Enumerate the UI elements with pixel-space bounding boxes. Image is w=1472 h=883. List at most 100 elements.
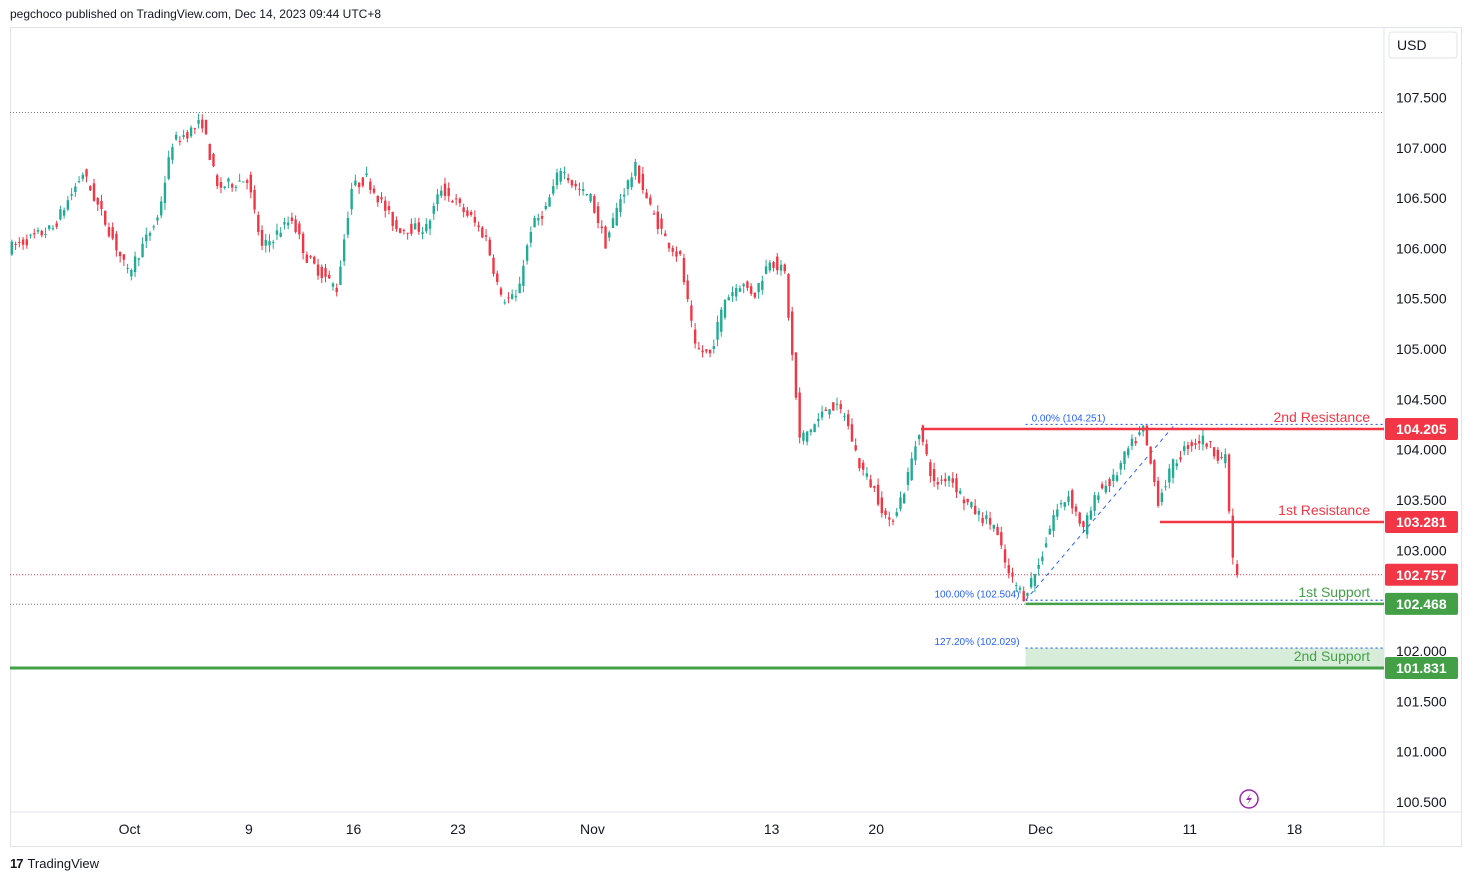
candle-body <box>746 281 749 288</box>
candle-body <box>858 458 861 469</box>
candle-body <box>555 172 559 186</box>
candle-body <box>145 234 148 242</box>
candle-down <box>951 472 954 488</box>
candle-up <box>283 217 286 230</box>
candle-up <box>227 177 230 189</box>
candle-up <box>514 289 518 302</box>
candle-body <box>1000 532 1003 546</box>
candle-up <box>1138 426 1141 437</box>
candle-body <box>40 230 43 236</box>
candle-body <box>940 479 943 481</box>
candle-body <box>873 486 876 488</box>
candle-body <box>548 197 551 207</box>
candle-body <box>776 256 779 271</box>
candle-down <box>1194 438 1197 450</box>
candle-up <box>716 315 719 347</box>
candle-down <box>929 459 932 483</box>
candle-up <box>977 508 981 522</box>
candle-down <box>839 400 842 414</box>
resistance-2-badge <box>1385 418 1458 441</box>
candle-body <box>496 273 499 283</box>
candle-down <box>1074 503 1078 517</box>
candle-body <box>380 197 383 200</box>
candle-body <box>634 162 637 176</box>
candle-body <box>1186 445 1190 449</box>
lightning-icon[interactable] <box>1239 789 1259 809</box>
candle-body <box>1026 592 1029 597</box>
time-tick-label: 13 <box>764 821 780 837</box>
candle-body <box>1011 572 1014 577</box>
candle-body <box>1179 457 1182 460</box>
candle-body <box>469 211 473 215</box>
time-tick-label: 9 <box>245 821 253 837</box>
candle-body <box>290 217 294 221</box>
candle-body <box>227 178 230 182</box>
candle-up <box>1141 425 1145 437</box>
candle-down <box>671 245 674 257</box>
candle-body <box>387 206 391 211</box>
candle-down <box>921 424 925 446</box>
candle-down <box>1003 544 1007 569</box>
chart-frame[interactable] <box>10 27 1462 847</box>
candle-down <box>940 475 943 485</box>
candle-down <box>410 218 413 237</box>
candle-body <box>1033 574 1037 586</box>
candle-body <box>701 350 704 353</box>
candle-up <box>552 179 555 196</box>
candle-body <box>1127 448 1130 456</box>
candle-down <box>402 228 406 235</box>
candle-down <box>492 254 495 277</box>
currency-button[interactable] <box>1388 31 1458 59</box>
candle-down <box>89 185 92 191</box>
horizontal-levels[interactable]: 2nd Resistance 1st Resistance 1st Support 2… <box>10 409 1384 670</box>
candle-down <box>1197 434 1201 451</box>
candle-down <box>380 192 383 203</box>
candle-body <box>212 154 215 167</box>
candle-body <box>787 274 790 318</box>
currency-label: USD <box>1397 37 1427 53</box>
candle-down <box>454 193 458 206</box>
candle-up <box>533 215 536 228</box>
candle-body <box>1007 565 1010 574</box>
candle-down <box>507 292 510 304</box>
candle-body <box>589 193 592 202</box>
candle-body <box>1074 506 1078 512</box>
candle-up <box>167 150 170 181</box>
candle-down <box>301 231 305 260</box>
tradingview-logo[interactable]: 17 TradingView <box>10 856 99 871</box>
candle-body <box>820 411 824 418</box>
candle-down <box>1153 459 1156 487</box>
time-tick-label: 23 <box>450 821 466 837</box>
candle-body <box>335 287 338 293</box>
fib-trend-line[interactable] <box>1025 424 1176 601</box>
candle-body <box>425 223 428 232</box>
candle-down <box>962 496 966 511</box>
candle-body <box>62 210 66 216</box>
fibonacci-tool[interactable]: 0.00% (104.251) 100.00% (102.504) 127.20% … <box>934 413 1384 649</box>
candle-body <box>499 288 503 295</box>
candle-body <box>74 186 77 193</box>
candle-down <box>1011 567 1014 583</box>
candle-up <box>275 223 279 241</box>
price-series <box>10 113 1239 602</box>
candle-body <box>981 517 984 524</box>
candle-body <box>1164 486 1167 488</box>
candle-down <box>298 221 301 240</box>
candle-up <box>66 195 70 212</box>
candle-up <box>917 434 921 446</box>
candle-up <box>1183 441 1186 456</box>
candle-down <box>981 512 984 527</box>
candle-body <box>970 502 973 508</box>
candle-up <box>432 202 435 220</box>
candle-body <box>802 432 805 441</box>
candle-body <box>305 254 309 263</box>
candle-body <box>301 233 305 254</box>
candle-body <box>585 194 589 196</box>
candle-body <box>656 211 659 230</box>
candle-up <box>970 501 973 509</box>
candle-body <box>152 226 155 228</box>
candle-body <box>966 498 969 503</box>
candle-up <box>529 226 533 248</box>
candle-up <box>723 299 727 320</box>
